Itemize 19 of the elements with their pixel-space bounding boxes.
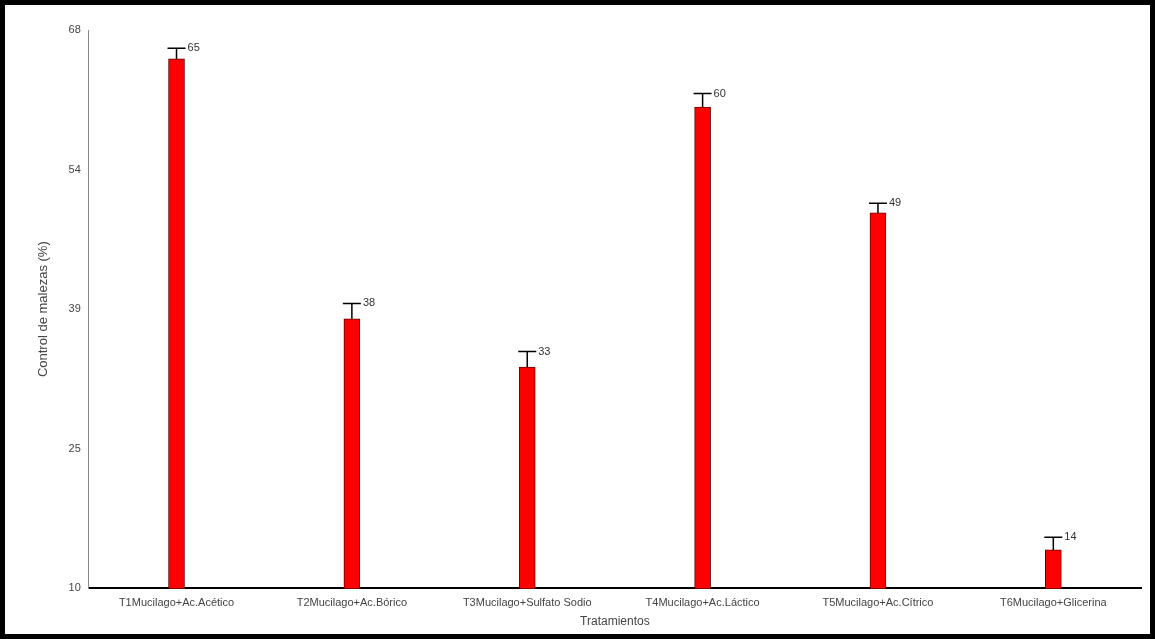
data-label: 60: [713, 86, 726, 99]
x-tick-label: T6Mucilago+Glicerina: [999, 596, 1108, 609]
x-tick-label: T1Mucilago+Ac.Acético: [118, 596, 235, 609]
y-tick-label: 25: [68, 441, 81, 454]
x-tick-label: T5Mucilago+Ac.Cítrico: [822, 596, 934, 609]
y-axis-title: Control de malezas (%): [35, 241, 51, 378]
data-label: 49: [888, 196, 902, 209]
data-label: 65: [187, 41, 200, 54]
y-tick-label: 68: [68, 23, 81, 36]
x-tick-label: T4Mucilago+Ac.Láctico: [645, 596, 760, 609]
data-label: 38: [362, 296, 376, 309]
y-tick-label: 10: [68, 581, 81, 594]
y-tick-label: 39: [68, 302, 81, 315]
x-tick-label: T2Mucilago+Ac.Bórico: [296, 596, 408, 609]
data-label: 14: [1064, 530, 1077, 543]
x-axis-title: Tratamientos: [580, 614, 650, 629]
data-label: 33: [538, 344, 551, 357]
y-tick-label: 54: [68, 162, 81, 175]
x-tick-label: T3Mucilago+Sulfato Sodio: [462, 596, 592, 609]
